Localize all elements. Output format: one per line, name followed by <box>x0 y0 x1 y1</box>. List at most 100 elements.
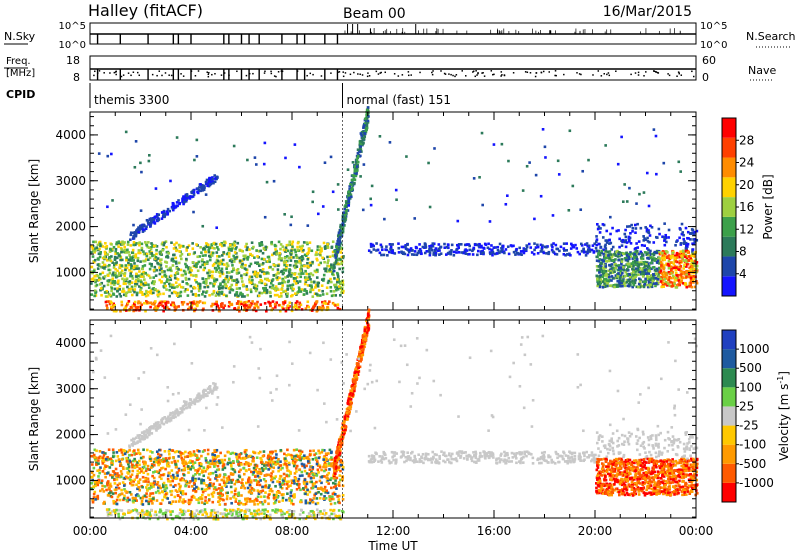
data-cell <box>303 282 307 286</box>
data-cell <box>684 255 687 259</box>
data-cell <box>178 250 181 253</box>
data-cell <box>126 476 130 480</box>
data-cell <box>139 279 143 282</box>
data-cell <box>649 278 652 282</box>
data-cell <box>423 251 427 255</box>
data-cell <box>135 463 138 467</box>
nave-dot <box>501 74 503 76</box>
data-cell <box>147 159 151 163</box>
data-cell <box>138 285 141 288</box>
data-cell <box>128 280 132 283</box>
data-cell <box>214 294 218 297</box>
data-cell <box>178 496 182 499</box>
data-cell <box>661 275 665 279</box>
data-cell <box>205 242 208 245</box>
data-cell <box>338 307 342 311</box>
data-cell <box>307 305 311 309</box>
data-cell <box>364 130 368 134</box>
data-cell <box>113 263 116 267</box>
data-cell <box>598 284 602 287</box>
data-cell <box>276 268 280 271</box>
data-cell <box>289 470 292 474</box>
data-cell <box>431 242 435 245</box>
nave-dot <box>419 71 421 74</box>
data-cell <box>628 186 631 190</box>
data-cell <box>259 450 262 454</box>
data-cell <box>152 287 155 290</box>
data-cell <box>289 284 292 287</box>
nave-dot <box>476 74 478 76</box>
data-cell <box>292 305 296 309</box>
data-cell <box>123 271 127 275</box>
nave-dot <box>380 71 382 74</box>
data-cell <box>158 266 161 269</box>
data-cell <box>471 248 475 251</box>
data-cell <box>356 156 360 159</box>
data-cell <box>339 228 342 232</box>
data-cell <box>225 284 228 288</box>
data-cell <box>335 242 339 246</box>
data-cell <box>634 263 638 267</box>
data-cell <box>105 258 109 262</box>
data-cell <box>258 476 261 479</box>
data-cell <box>192 210 195 214</box>
data-cell <box>230 258 233 261</box>
data-cell <box>229 463 233 466</box>
data-cell <box>619 284 623 288</box>
data-cell <box>339 281 343 285</box>
data-cell <box>295 280 299 283</box>
data-cell <box>284 309 288 313</box>
data-cell <box>232 260 236 263</box>
data-cell <box>533 242 536 245</box>
data-cell <box>580 249 584 253</box>
data-cell <box>380 245 384 249</box>
data-cell <box>175 294 179 297</box>
data-cell <box>165 261 169 264</box>
data-cell <box>293 265 297 269</box>
data-cell <box>335 469 338 473</box>
data-cell <box>412 253 416 256</box>
data-cell <box>359 145 362 148</box>
data-cell <box>654 269 658 273</box>
data-cell <box>225 485 228 488</box>
data-cell <box>685 273 688 277</box>
data-cell <box>135 483 138 487</box>
data-cell <box>311 260 314 264</box>
data-cell <box>648 284 652 288</box>
data-cell <box>93 268 96 272</box>
data-cell <box>121 277 124 281</box>
data-cell <box>132 480 135 483</box>
data-cell <box>163 495 166 499</box>
data-cell <box>104 295 108 298</box>
data-cell <box>127 251 131 254</box>
data-cell <box>603 256 606 260</box>
data-cell <box>265 309 268 313</box>
data-cell <box>112 302 115 306</box>
data-cell <box>92 492 96 496</box>
data-cell <box>197 188 201 192</box>
data-cell <box>298 259 301 263</box>
data-cell <box>136 469 140 473</box>
data-cell <box>650 261 653 265</box>
data-cell <box>181 280 185 283</box>
data-cell <box>279 460 282 463</box>
data-cell <box>430 244 433 247</box>
data-cell <box>170 461 174 464</box>
nave-dot <box>113 71 116 74</box>
data-cell <box>188 466 192 469</box>
data-cell <box>409 247 413 250</box>
data-cell <box>179 290 183 294</box>
data-cell <box>341 229 345 233</box>
data-cell <box>303 276 307 279</box>
data-cell <box>239 249 243 252</box>
nave-dot <box>130 74 132 77</box>
data-cell <box>652 282 656 285</box>
data-cell <box>490 248 493 252</box>
data-cell <box>248 497 252 501</box>
data-cell <box>637 265 640 268</box>
data-cell <box>402 251 405 254</box>
data-cell <box>297 272 301 276</box>
data-cell <box>222 279 226 282</box>
data-cell <box>124 266 127 270</box>
data-cell <box>258 483 262 487</box>
